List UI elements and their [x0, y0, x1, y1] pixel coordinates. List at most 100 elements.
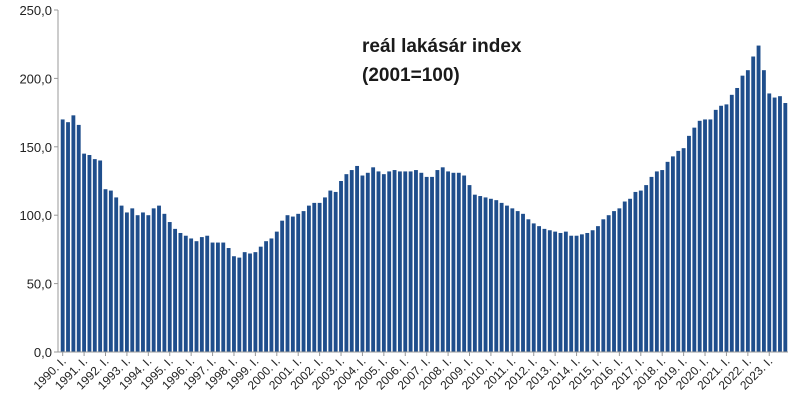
bar	[628, 198, 633, 352]
bar	[146, 215, 151, 352]
bar	[210, 242, 215, 352]
y-tick-label: 150,0	[19, 140, 52, 155]
bar	[558, 232, 563, 352]
bar	[435, 170, 440, 352]
y-tick-label: 0,0	[34, 345, 52, 360]
bar	[585, 232, 590, 352]
bar	[189, 238, 194, 352]
bar	[601, 219, 606, 352]
bar	[451, 172, 456, 352]
bar	[531, 223, 536, 352]
bar	[708, 119, 713, 352]
bar	[381, 174, 386, 352]
bar	[670, 156, 675, 352]
bar	[419, 172, 424, 352]
bar	[446, 171, 451, 352]
bar	[183, 235, 188, 352]
chart-title-line-1: reál lakásár index	[362, 36, 522, 57]
bar	[232, 256, 236, 352]
bar	[157, 205, 161, 352]
bar	[553, 231, 558, 352]
bar	[66, 122, 70, 353]
bar	[130, 208, 135, 352]
bar	[462, 175, 467, 352]
bar	[392, 170, 397, 352]
bar	[521, 213, 525, 352]
bar	[242, 252, 247, 352]
bar	[344, 174, 349, 352]
bar	[114, 197, 119, 352]
bar	[312, 202, 317, 352]
bar	[767, 93, 772, 352]
bar	[167, 222, 172, 352]
bar	[92, 159, 97, 352]
bar	[355, 165, 360, 352]
bar	[537, 226, 542, 352]
y-axis: 0,0 50,0 100,0 150,0 200,0 250,0	[19, 3, 59, 360]
bar	[735, 87, 740, 352]
bar	[526, 219, 531, 352]
bar	[108, 190, 113, 352]
bar	[633, 191, 638, 352]
bar	[98, 160, 103, 352]
bar	[424, 176, 429, 352]
bar	[596, 226, 600, 352]
bar	[87, 155, 92, 352]
bar	[376, 171, 381, 352]
bar	[719, 105, 724, 352]
bar	[317, 202, 322, 352]
bar	[440, 167, 445, 352]
bar	[488, 198, 493, 352]
bar	[617, 208, 622, 352]
bar	[103, 189, 108, 352]
bar	[215, 242, 220, 352]
bar	[226, 248, 231, 352]
bar	[745, 70, 750, 352]
bar	[783, 103, 788, 353]
bar	[622, 201, 627, 352]
bar	[761, 70, 766, 352]
bar	[397, 171, 402, 352]
bar	[569, 235, 574, 352]
bar	[505, 205, 509, 352]
bar	[542, 228, 547, 352]
bar	[285, 215, 290, 352]
bar	[119, 205, 124, 352]
y-tick-label: 50,0	[27, 277, 52, 292]
bar	[644, 185, 649, 352]
bar	[478, 196, 483, 352]
bar	[365, 172, 370, 352]
y-tick-label: 100,0	[19, 208, 52, 223]
bar	[248, 253, 252, 352]
bar	[403, 171, 408, 352]
bar	[301, 211, 306, 352]
bar	[638, 190, 643, 352]
bar	[82, 153, 87, 352]
bar	[574, 235, 579, 352]
bar	[681, 148, 686, 352]
bar	[349, 170, 354, 352]
bar	[772, 97, 777, 352]
bar	[194, 241, 199, 352]
bar	[151, 208, 156, 352]
bar	[323, 197, 327, 352]
bar	[724, 104, 729, 352]
bar	[269, 238, 274, 352]
bar	[483, 197, 488, 352]
bar	[510, 208, 515, 352]
bar	[290, 216, 295, 352]
bar-series	[60, 45, 788, 353]
bar	[654, 171, 659, 352]
bar	[360, 175, 365, 352]
bar	[590, 230, 595, 352]
bar	[173, 228, 178, 352]
bar	[692, 127, 697, 353]
bar	[740, 75, 745, 352]
bar	[467, 185, 472, 352]
bar	[676, 150, 681, 352]
bar	[124, 212, 129, 352]
bar	[339, 181, 343, 352]
bar	[60, 119, 65, 352]
bar	[296, 213, 301, 352]
